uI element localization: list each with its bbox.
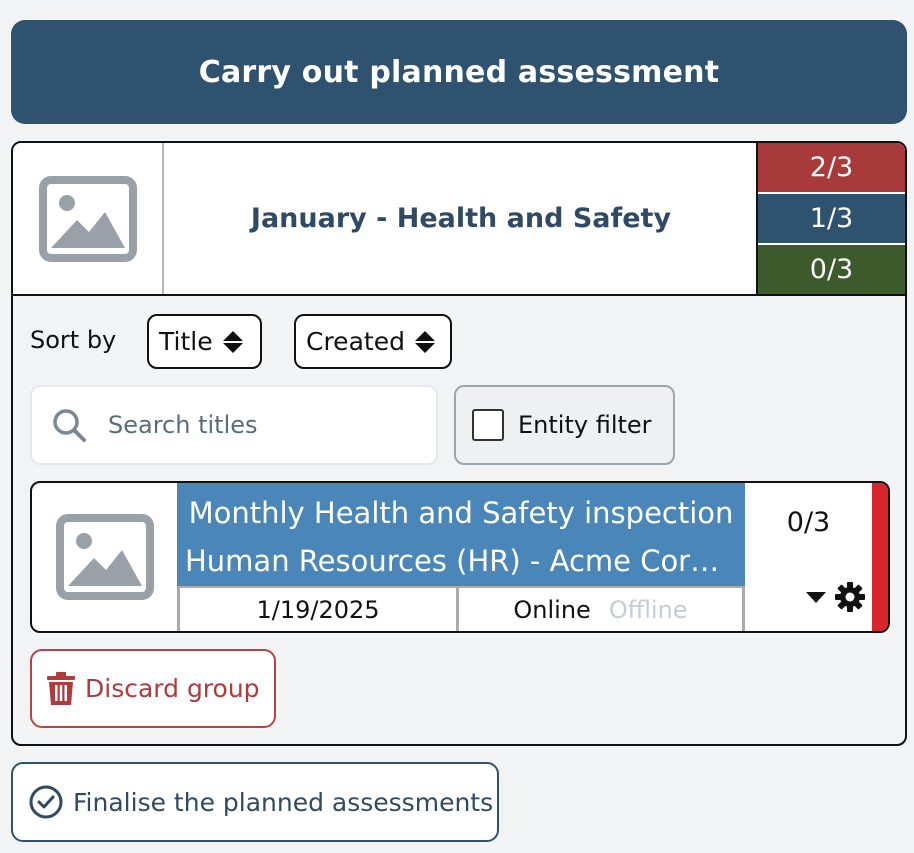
count-badge-red: 2/3 — [758, 143, 905, 194]
search-input[interactable] — [108, 411, 408, 439]
assessment-item[interactable]: Monthly Health and Safety inspection Hum… — [30, 481, 890, 633]
sort-arrows-icon — [222, 330, 243, 353]
mode-offline-option[interactable]: Offline — [608, 595, 688, 624]
item-main: Monthly Health and Safety inspection Hum… — [177, 483, 745, 631]
item-thumbnail — [32, 483, 177, 631]
finalise-label: Finalise the planned assessments — [73, 787, 494, 817]
group-title: January - Health and Safety — [250, 203, 672, 234]
sort-option-label: Title — [159, 327, 213, 356]
discard-group-button[interactable]: Discard group — [30, 649, 276, 728]
entity-filter-checkbox[interactable] — [472, 409, 504, 441]
trash-icon — [47, 671, 75, 705]
search-box[interactable] — [30, 385, 438, 465]
item-side: 0/3 — [745, 483, 872, 631]
entity-filter-label: Entity filter — [518, 411, 652, 439]
group-thumbnail — [13, 143, 164, 294]
image-placeholder-icon — [38, 175, 137, 262]
sort-label: Sort by — [30, 326, 117, 354]
page-header: Carry out planned assessment — [11, 20, 907, 124]
gear-icon[interactable] — [834, 581, 866, 613]
page-title: Carry out planned assessment — [198, 54, 720, 90]
item-title-block[interactable]: Monthly Health and Safety inspection Hum… — [177, 483, 745, 586]
caret-down-icon[interactable] — [806, 591, 826, 603]
entity-filter-toggle[interactable]: Entity filter — [454, 385, 675, 465]
item-status-bar — [872, 483, 888, 631]
item-title: Monthly Health and Safety inspection — [188, 496, 734, 530]
discard-group-label: Discard group — [85, 674, 260, 703]
item-mode-switch[interactable]: Online Offline — [459, 586, 745, 631]
finalise-assessments-button[interactable]: Finalise the planned assessments — [11, 762, 499, 842]
item-actions — [806, 581, 866, 613]
count-badge-blue: 1/3 — [758, 194, 905, 245]
count-badge-green: 0/3 — [758, 245, 905, 294]
sort-arrows-icon — [414, 330, 435, 353]
search-icon — [53, 409, 86, 442]
mode-online-option[interactable]: Online — [513, 595, 591, 624]
image-placeholder-icon — [55, 514, 154, 600]
assessment-group: January - Health and Safety 2/3 1/3 0/3 … — [11, 141, 907, 746]
check-circle-icon — [29, 785, 63, 819]
group-progress-counts: 2/3 1/3 0/3 — [756, 143, 905, 294]
group-header: January - Health and Safety 2/3 1/3 0/3 — [13, 143, 905, 296]
item-subtitle: Human Resources (HR) - Acme Corpor... — [185, 544, 737, 578]
sort-by-created-button[interactable]: Created — [294, 314, 452, 369]
sort-by-title-button[interactable]: Title — [147, 314, 262, 369]
item-count: 0/3 — [786, 507, 831, 538]
sort-option-label: Created — [306, 327, 405, 356]
item-date: 1/19/2025 — [177, 586, 459, 631]
